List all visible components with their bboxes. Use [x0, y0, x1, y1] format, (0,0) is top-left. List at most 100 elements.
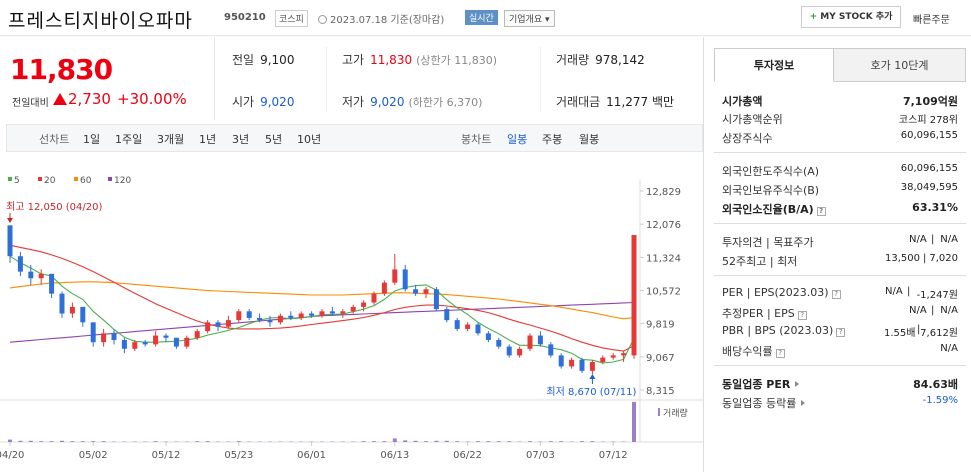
per-value: N/A	[885, 286, 903, 297]
candle-body	[548, 344, 553, 355]
candle-body	[465, 325, 470, 329]
tab-order-book[interactable]: 호가 10단계	[834, 48, 966, 82]
candle-body	[49, 274, 54, 294]
price-change: 2,730	[68, 90, 111, 108]
period-1y[interactable]: 1년	[199, 131, 216, 147]
open-value: 9,020	[260, 95, 294, 109]
divider	[540, 47, 541, 112]
help-icon[interactable]: ?	[832, 290, 841, 299]
legend-swatch	[8, 177, 12, 181]
panel-tabs: 투자정보 호가 10단계	[714, 48, 966, 82]
shares-value: 60,096,155	[901, 130, 958, 141]
candle-body	[361, 302, 366, 306]
w52-label: 52주최고 | 최저	[722, 253, 797, 269]
dividend-row: 배당수익률? N/A	[722, 343, 958, 359]
y-tick-label: 10,572	[646, 287, 681, 298]
pbr-value: 1.55배	[884, 324, 915, 339]
dividend-label-text: 배당수익률	[722, 345, 773, 358]
amount-value: 11,277 백만	[606, 95, 674, 109]
quick-order-link[interactable]: 빠른주문	[913, 11, 950, 26]
help-icon[interactable]: ?	[776, 349, 785, 358]
volume-bar	[403, 440, 407, 442]
line-chart-label: 선차트	[39, 131, 69, 147]
est-eps-label: EPS	[774, 307, 795, 320]
period-3m[interactable]: 3개월	[157, 131, 184, 147]
help-icon[interactable]: ?	[817, 207, 826, 216]
candle-daily[interactable]: 일봉	[507, 131, 527, 147]
candle-body	[153, 336, 158, 345]
candle-body	[39, 274, 44, 278]
period-3y[interactable]: 3년	[232, 131, 249, 147]
candle-body	[444, 309, 449, 320]
volume-bar	[362, 441, 366, 442]
volume-bar	[424, 441, 428, 442]
candle-body	[621, 353, 626, 355]
candle-body	[288, 316, 293, 318]
my-stock-add-button[interactable]: + MY STOCK 추가	[801, 6, 901, 28]
my-stock-label: MY STOCK 추가	[820, 12, 892, 22]
foreign-ratio-label: 외국인소진율(B/A)?	[722, 201, 826, 217]
per-label-text: PER	[722, 286, 743, 299]
prev-close-value: 9,100	[260, 53, 294, 67]
candle-body	[413, 289, 418, 293]
change-label: 전일대비	[12, 94, 49, 109]
help-icon[interactable]: ?	[798, 311, 807, 320]
candle-chart-label: 봉차트	[461, 131, 491, 147]
candle-body	[132, 342, 137, 349]
x-tick-label: 05/02	[79, 450, 108, 461]
caret-right-icon	[795, 381, 799, 387]
candle-body	[174, 338, 179, 347]
volume-legend-swatch	[658, 408, 660, 416]
divider	[214, 37, 215, 120]
eps-value: -1,247원	[917, 286, 958, 301]
volume-bar	[580, 441, 584, 442]
x-tick-label: 06/01	[297, 450, 326, 461]
volume-label: 거래량	[556, 53, 589, 67]
candle-body	[247, 311, 252, 318]
period-10y[interactable]: 10년	[297, 131, 321, 147]
industry-per-label-text: 동일업종 PER	[722, 378, 790, 391]
candle-body	[496, 340, 501, 347]
volume-bar	[393, 438, 397, 442]
period-1w[interactable]: 1주일	[115, 131, 142, 147]
period-5y[interactable]: 5년	[265, 131, 282, 147]
candle-body	[372, 294, 377, 303]
volume-bar	[414, 441, 418, 442]
volume-bar	[382, 441, 386, 442]
candle-body	[538, 336, 543, 345]
high-annotation: 최고 12,050 (04/20)	[6, 201, 102, 213]
y-tick-label: 12,829	[646, 187, 681, 198]
candle-body	[559, 355, 564, 366]
legend-label: 120	[114, 176, 131, 186]
volume-bar	[39, 441, 43, 442]
candle-body	[299, 314, 304, 318]
candle-weekly[interactable]: 주봉	[542, 131, 562, 147]
legend-label: 20	[44, 176, 56, 186]
candle-body	[476, 325, 481, 334]
help-icon[interactable]: ?	[836, 328, 845, 337]
volume-bar	[559, 441, 563, 442]
w52-high-label: 52주최고	[722, 255, 766, 268]
candle-monthly[interactable]: 월봉	[579, 131, 599, 147]
x-tick-label: 07/12	[599, 450, 628, 461]
dividend-value: N/A	[940, 343, 958, 354]
w52-low-label: 최저	[777, 255, 797, 268]
lower-limit: (하한가 6,370)	[408, 96, 482, 109]
tab-investment-info[interactable]: 투자정보	[714, 48, 834, 82]
legend-label: 5	[14, 176, 20, 186]
candle-body	[60, 294, 65, 314]
divider	[703, 37, 704, 472]
foreign-hold-value: 38,049,595	[901, 182, 958, 193]
rank-value: 코스피 278위	[899, 111, 958, 126]
candle-body	[382, 283, 387, 294]
volume-bar	[507, 441, 511, 442]
period-1d[interactable]: 1일	[83, 131, 100, 147]
company-info-dropdown[interactable]: 기업개요 ▾	[504, 10, 555, 27]
realtime-button[interactable]: 실시간	[465, 10, 498, 25]
prev-close-label: 전일	[232, 53, 254, 67]
